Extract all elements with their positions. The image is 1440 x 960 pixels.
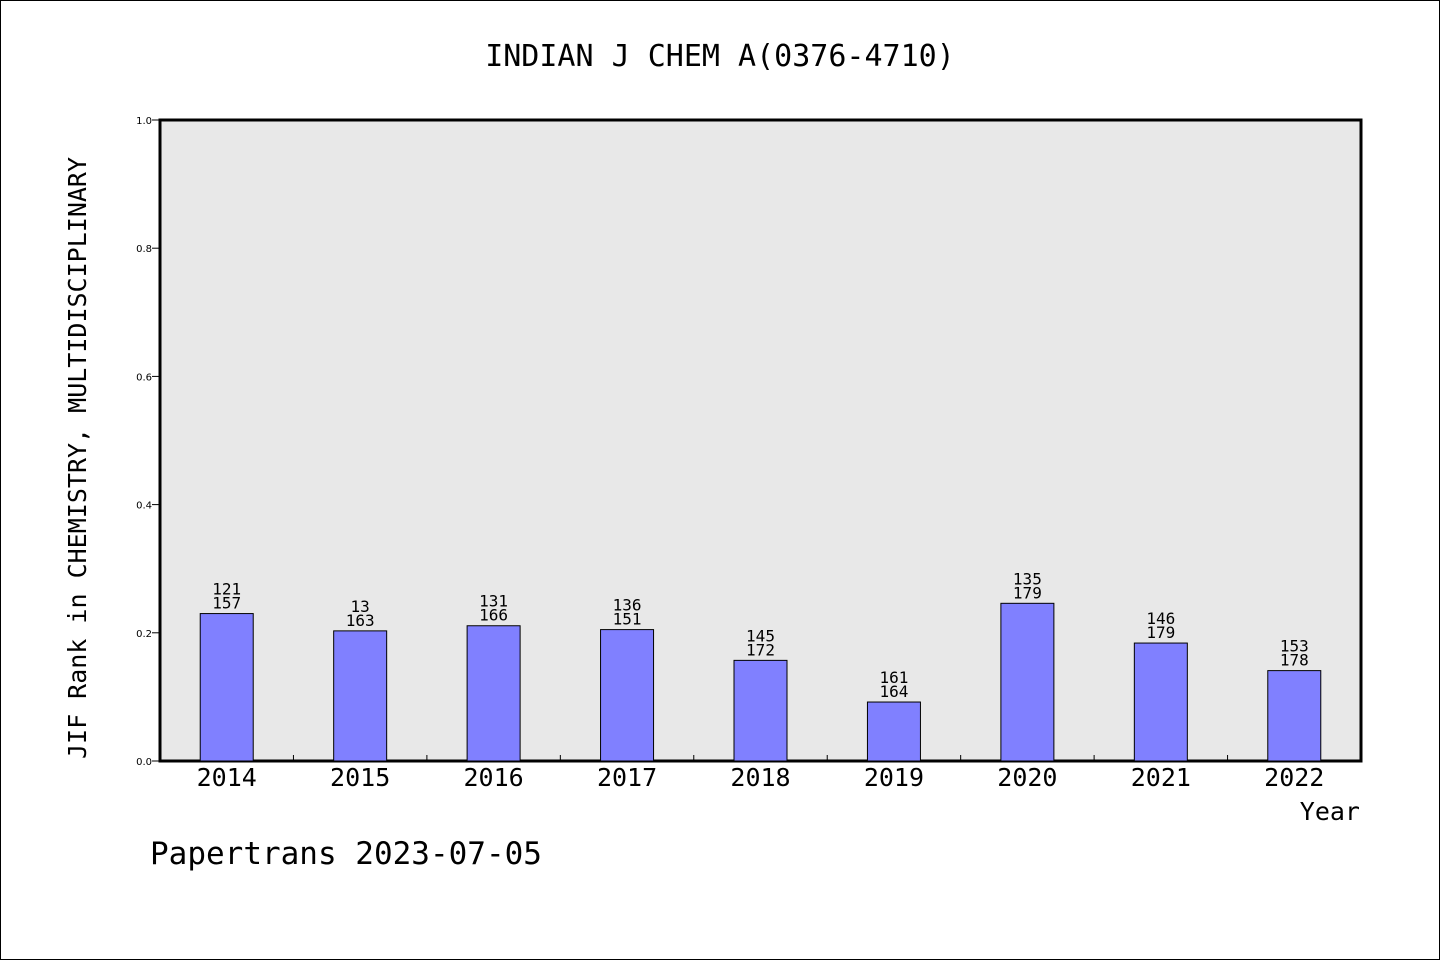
bar-total-label: 178 [1280,651,1309,670]
bar-total-label: 166 [479,606,508,625]
bar-rank-label: 153 [1280,637,1309,656]
x-tick-label: 2015 [330,763,390,792]
bar-2015 [333,630,388,762]
y-tick-label: 0.4 [136,501,152,512]
bar-total-label: 157 [212,594,241,613]
bar-rank-label: 145 [746,626,775,645]
bar-2022 [1267,670,1322,762]
y-tick-label: 1.0 [136,116,152,127]
x-tick-label: 2014 [197,763,257,792]
x-axis-label: Year [1300,797,1360,826]
y-tick-label: 0.2 [136,629,152,640]
bar-rank-label: 121 [212,580,241,599]
bars [199,602,1322,762]
bar-total-label: 163 [346,611,375,630]
bar-rank-label: 146 [1146,609,1175,628]
x-tick-label: 2019 [864,763,924,792]
x-tick-label: 2020 [997,763,1057,792]
x-tick-label: 2017 [597,763,657,792]
x-tick-label: 2016 [464,763,524,792]
bar-2014 [199,613,254,762]
bar-2017 [600,629,655,762]
bar-rank-label: 13 [351,597,370,616]
chart-title: INDIAN J CHEM A(0376-4710) [485,39,955,74]
y-tick-label: 0.6 [136,372,152,383]
x-tick-label: 2018 [730,763,790,792]
bar-rank-label: 161 [879,668,908,687]
y-axis-ticks: 0.0 0.2 0.4 0.6 0.8 1.0 [136,116,160,768]
bar-total-label: 164 [879,682,908,701]
y-tick-label: 0.8 [136,244,152,255]
bar-2019 [866,701,921,762]
bar-rank-label: 135 [1013,569,1042,588]
x-tick-label: 2021 [1131,763,1191,792]
bar-rank-label: 136 [613,596,642,615]
bar-total-label: 179 [1013,583,1042,602]
bar-total-label: 172 [746,640,775,659]
bar-2020 [1000,602,1055,762]
bar-total-label: 151 [613,610,642,629]
y-tick-label: 0.0 [136,757,152,768]
footer-text: Papertrans 2023-07-05 [150,836,542,872]
x-axis-ticks: 2014 2015 2016 2017 2018 2019 2020 2021 2022 [197,755,1324,792]
bar-2018 [733,659,788,762]
y-axis-label: JIF Rank in CHEMISTRY, MULTIDISCIPLINARY [63,157,92,759]
bar-2021 [1133,642,1188,762]
x-tick-label: 2022 [1264,763,1324,792]
bar-2016 [466,625,521,762]
bar-total-label: 179 [1146,623,1175,642]
bar-rank-label: 131 [479,592,508,611]
